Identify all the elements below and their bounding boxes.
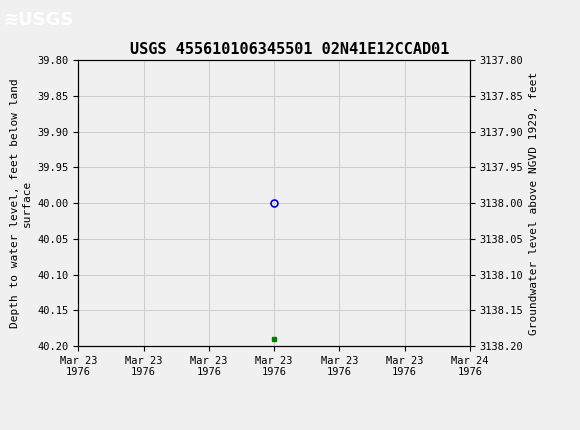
Text: ≋USGS: ≋USGS xyxy=(3,11,74,29)
Y-axis label: Groundwater level above NGVD 1929, feet: Groundwater level above NGVD 1929, feet xyxy=(529,71,539,335)
Text: USGS 455610106345501 02N41E12CCAD01: USGS 455610106345501 02N41E12CCAD01 xyxy=(130,42,450,57)
Y-axis label: Depth to water level, feet below land
surface: Depth to water level, feet below land su… xyxy=(10,78,32,328)
